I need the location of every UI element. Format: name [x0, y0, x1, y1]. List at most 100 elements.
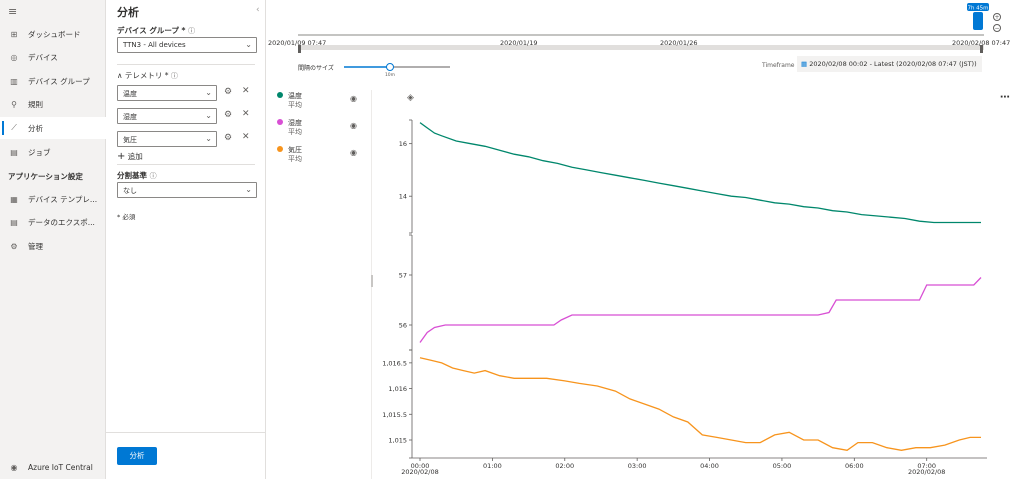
chevron-down-icon: ⌄ [245, 185, 252, 194]
close-icon[interactable]: ✕ [242, 132, 250, 142]
interval-label: 間隔のサイズ [298, 65, 334, 72]
visibility-toggle-icon[interactable]: ◉ [350, 121, 357, 130]
sidebar-item-device-groups[interactable]: ▥ デバイス グループ [0, 70, 106, 92]
zoom-in-icon[interactable] [993, 13, 1001, 21]
sidebar-item-data-export[interactable]: ▤ データのエクスポ... [0, 212, 106, 234]
x-tick-label: 00:00 [411, 462, 430, 470]
devices-icon: ◎ [10, 53, 18, 63]
chevron-down-icon: ⌄ [205, 111, 212, 120]
chevron-down-icon: ⌄ [205, 134, 212, 143]
app-settings-header: アプリケーション設定 [8, 172, 83, 181]
series-line-湿度 [419, 277, 982, 343]
line-chart: 16 14 57 56 1,016.5 1,016 1,015.5 1,015 00:00 01:… [382, 119, 987, 476]
device-templates-icon: ▦ [10, 194, 18, 204]
more-options-icon[interactable]: ⋯ [1000, 92, 1010, 103]
sidebar-item-label: データのエクスポ... [28, 218, 95, 228]
device-group-dropdown[interactable]: TTN3 - All devices ⌄ [117, 37, 257, 53]
timeframe-picker[interactable]: ▦ 2020/02/08 00:02 - Latest (2020/02/08 … [797, 56, 982, 72]
info-icon: ⓘ [170, 72, 178, 80]
collapse-panel-icon[interactable]: ‹ [256, 5, 260, 15]
legend-series-name[interactable]: 温度 [288, 92, 302, 100]
visibility-toggle-icon[interactable]: ◉ [350, 148, 357, 157]
split-by-dropdown[interactable]: なし ⌄ [117, 182, 257, 198]
divider [106, 432, 266, 433]
x-tick-label: 02:00 [555, 462, 574, 470]
telemetry-dropdown[interactable]: 温度 ⌄ [117, 85, 217, 101]
selected-range[interactable] [973, 12, 983, 30]
sidebar-item-devices[interactable]: ◎ デバイス [0, 47, 106, 69]
gear-icon[interactable]: ⚙ [224, 133, 233, 143]
sidebar-item-label: ダッシュボード [28, 29, 81, 39]
divider [117, 64, 255, 65]
x-tick-label: 04:00 [700, 462, 719, 470]
telemetry-dropdown[interactable]: 湿度 ⌄ [117, 108, 217, 124]
add-telemetry-button[interactable]: + 追加 [117, 151, 143, 162]
telemetry-dropdown[interactable]: 気圧 ⌄ [117, 131, 217, 147]
dashboard-icon: ⊞ [10, 29, 18, 39]
x-date-label: 2020/02/08 [401, 468, 438, 476]
sidebar-item-label: ジョブ [28, 147, 51, 157]
telemetry-value: 気圧 [123, 136, 137, 144]
legend-aggregation: 平均 [288, 128, 302, 136]
y-tick-label: 1,016 [388, 385, 407, 393]
data-export-icon: ▤ [10, 218, 18, 228]
telemetry-section-toggle[interactable]: ∧ テレメトリ * ⓘ [117, 71, 178, 80]
sidebar-item-rules[interactable]: ⚲ 規則 [0, 94, 106, 116]
analytics-icon: ⟋ [11, 123, 17, 133]
y-tick-label: 57 [399, 272, 407, 280]
y-tick-label: 1,015 [388, 437, 407, 445]
brush-handle-right[interactable] [980, 45, 983, 53]
timeline-mid2: 2020/01/26 [660, 39, 698, 47]
device-groups-icon: ▥ [10, 76, 18, 86]
legend-series-name[interactable]: 気圧 [288, 146, 302, 154]
close-icon[interactable]: ✕ [242, 86, 250, 96]
jobs-icon: ▤ [10, 147, 18, 157]
range-badge-text: 7h 45m [967, 6, 988, 12]
sidebar-item-label: デバイス [28, 53, 58, 63]
sidebar-item-administration[interactable]: ⚙ 管理 [0, 235, 106, 257]
sidebar-item-label: デバイス グループ [28, 76, 90, 86]
left-navigation: ≡ ⊞ ダッシュボード ◎ デバイス ▥ デバイス グループ ⚲ 規則 ⟋ 分析 ▤ ジョブ アプリケ… [0, 0, 106, 479]
query-panel: 分析 ‹ デバイス グループ * ⓘ TTN3 - All devices ⌄ ∧… [106, 0, 266, 479]
telemetry-value: 温度 [123, 90, 137, 98]
x-tick-label: 06:00 [845, 462, 864, 470]
timeline-brush[interactable]: 7h 45m + − [266, 0, 1024, 80]
sidebar-item-dashboard[interactable]: ⊞ ダッシュボード [0, 23, 106, 45]
hamburger-menu-icon[interactable]: ≡ [8, 5, 18, 18]
timeline-start: 2020/01/09 07:47 [268, 39, 327, 47]
gear-icon[interactable]: ⚙ [224, 87, 233, 97]
resize-handle[interactable] [371, 275, 373, 287]
sidebar-item-jobs[interactable]: ▤ ジョブ [0, 141, 106, 163]
split-by-label: 分割基準 ⓘ [117, 171, 157, 180]
timeline-end: 2020/02/08 07:47 [952, 39, 1011, 47]
timeline-mid1: 2020/01/19 [500, 39, 538, 47]
y-tick-label: 16 [399, 140, 407, 148]
gear-icon[interactable]: ⚙ [224, 110, 233, 120]
device-group-value: TTN3 - All devices [123, 41, 186, 49]
rules-icon: ⚲ [11, 100, 17, 110]
close-icon[interactable]: ✕ [242, 109, 250, 119]
chevron-down-icon: ⌄ [245, 40, 252, 49]
azure-iot-central-link[interactable]: ◉ Azure IoT Central [0, 456, 106, 478]
sidebar-item-device-templates[interactable]: ▦ デバイス テンプレ... [0, 188, 106, 210]
zoom-out-icon[interactable] [993, 24, 1001, 32]
sidebar-item-analytics[interactable]: ⟋ 分析 [0, 117, 106, 140]
iot-central-icon: ◉ [10, 462, 18, 472]
calendar-icon: ▦ [801, 60, 808, 68]
sidebar-item-label: 規則 [28, 100, 43, 110]
timeline-track [298, 45, 984, 50]
timeframe-value: 2020/02/08 00:02 - Latest (2020/02/08 07… [809, 60, 977, 68]
brush-handle-left[interactable] [298, 45, 301, 53]
analyze-button[interactable]: 分析 [117, 447, 157, 465]
legend-aggregation: 平均 [288, 101, 302, 109]
layers-icon[interactable]: ◈ [407, 93, 414, 103]
required-note: * 必須 [117, 213, 136, 221]
administration-icon: ⚙ [10, 241, 18, 251]
interval-slider[interactable]: 10m [342, 60, 454, 80]
legend-aggregation: 平均 [288, 155, 302, 163]
device-group-label: デバイス グループ * ⓘ [117, 26, 196, 35]
visibility-toggle-icon[interactable]: ◉ [350, 94, 357, 103]
slider-thumb[interactable] [386, 63, 394, 71]
legend-series-name[interactable]: 湿度 [288, 119, 302, 127]
legend-swatch [277, 119, 283, 125]
